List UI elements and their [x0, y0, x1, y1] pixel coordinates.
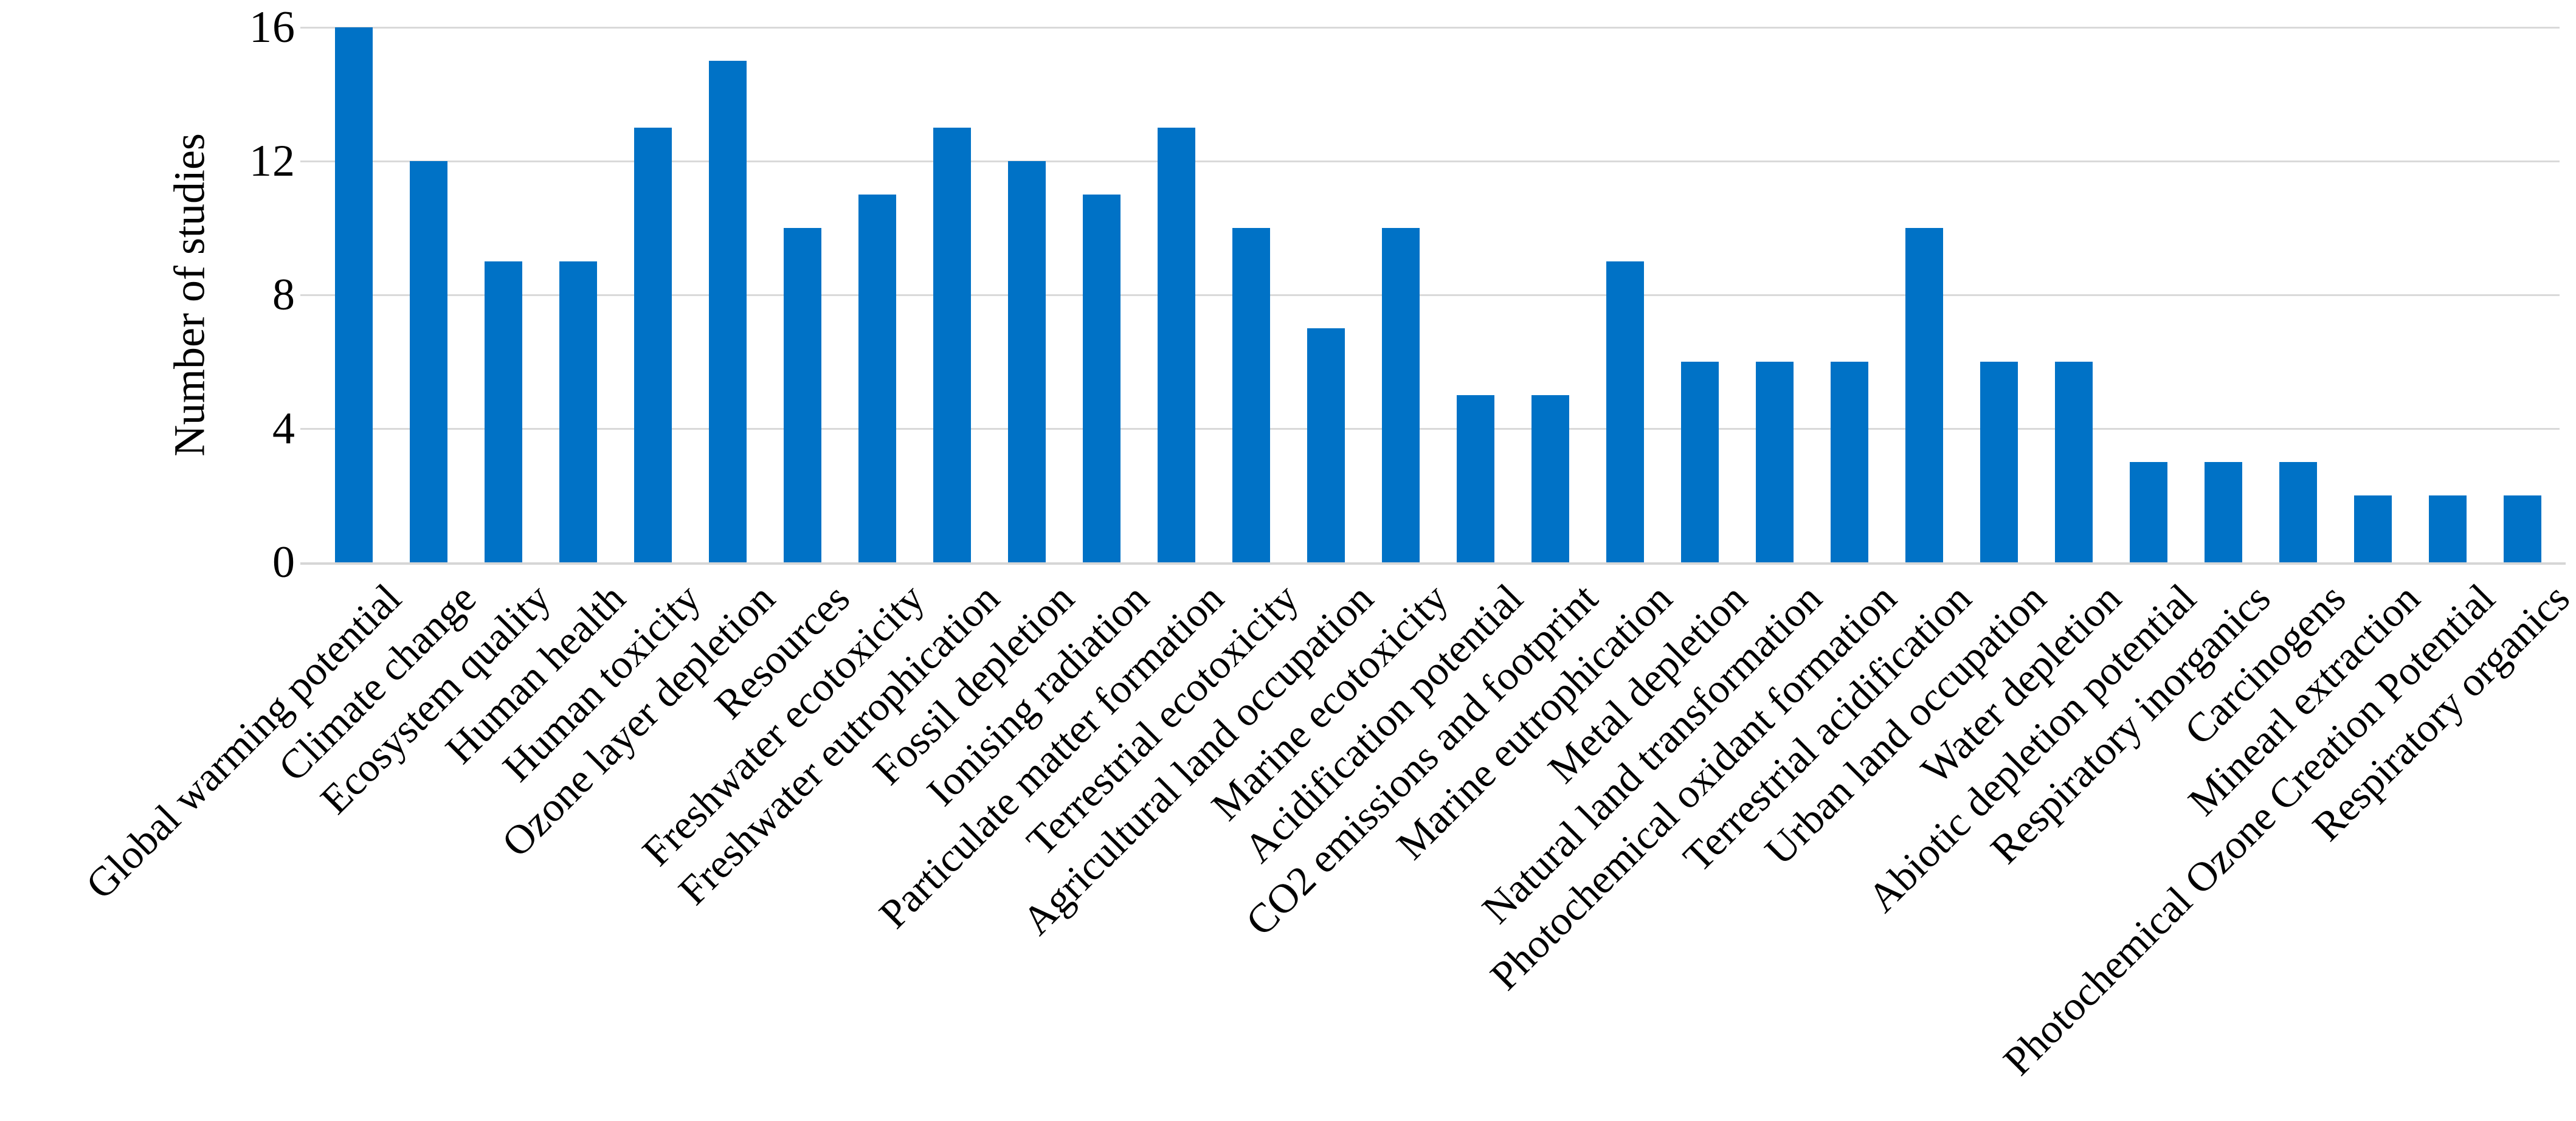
bar	[1830, 362, 1868, 562]
bar	[1980, 362, 2018, 562]
y-tick-label: 0	[272, 537, 295, 587]
bar	[2129, 462, 2167, 562]
y-tick-label: 4	[272, 404, 295, 454]
gridline	[300, 428, 2560, 430]
bar	[2428, 495, 2467, 562]
bar	[1082, 195, 1121, 562]
bar	[858, 195, 896, 562]
bar	[1680, 362, 1719, 562]
x-axis-line	[300, 562, 2566, 565]
bar	[1381, 228, 1420, 562]
bar	[2204, 462, 2242, 562]
bar	[1456, 395, 1494, 562]
bar	[933, 128, 971, 562]
bar	[708, 61, 747, 562]
y-tick-label: 12	[249, 136, 295, 186]
bar	[1307, 328, 1345, 562]
bar	[634, 128, 672, 562]
gridline	[300, 27, 2560, 29]
bar	[409, 161, 447, 562]
bar	[1232, 228, 1270, 562]
bar	[1531, 395, 1569, 562]
bar	[1905, 228, 1943, 562]
bar	[484, 261, 522, 562]
y-tick-label: 8	[272, 270, 295, 320]
y-tick-label: 16	[249, 2, 295, 52]
y-axis-title: Number of studies	[165, 133, 214, 457]
bar	[783, 228, 821, 562]
bar	[1157, 128, 1195, 562]
bar	[1606, 261, 1644, 562]
bar	[1755, 362, 1794, 562]
gridline	[300, 294, 2560, 296]
bar	[2054, 362, 2093, 562]
bar	[334, 27, 373, 562]
gridline	[300, 160, 2560, 162]
bar	[1007, 161, 1046, 562]
bar	[2279, 462, 2317, 562]
bar	[2503, 495, 2541, 562]
bar	[2353, 495, 2392, 562]
bar	[559, 261, 597, 562]
